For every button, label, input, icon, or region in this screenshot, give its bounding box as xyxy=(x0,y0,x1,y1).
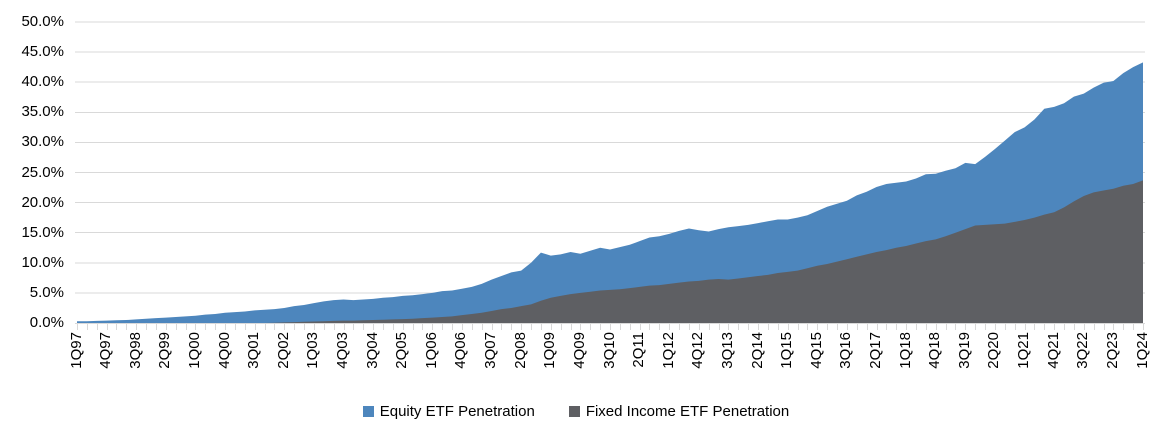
x-axis-tick-label: 4Q18 xyxy=(926,332,944,369)
x-axis-tick-label: 3Q13 xyxy=(718,332,736,369)
x-axis-tick-label: 3Q19 xyxy=(955,332,973,369)
x-axis-tick-label: 3Q04 xyxy=(363,332,381,369)
x-axis-tick-label: 3Q98 xyxy=(126,332,144,369)
x-axis-tick-label: 4Q21 xyxy=(1044,332,1062,369)
x-axis-tick-label: 2Q20 xyxy=(985,332,1003,369)
y-axis-tick-label: 20.0% xyxy=(21,193,64,211)
y-axis-tick-label: 35.0% xyxy=(21,103,64,121)
y-axis-tick-label: 30.0% xyxy=(21,133,64,151)
legend: Equity ETF Penetration Fixed Income ETF … xyxy=(0,403,1152,420)
y-axis-tick-label: 0.0% xyxy=(29,314,64,331)
fixed-income-legend-swatch-icon xyxy=(568,406,580,417)
x-axis-tick-label: 2Q14 xyxy=(748,332,766,369)
legend-item-equity: Equity ETF Penetration xyxy=(362,403,535,420)
x-axis-tick-label: 1Q12 xyxy=(659,332,677,369)
x-axis-tick-label: 1Q15 xyxy=(778,332,796,369)
y-axis-tick-label: 5.0% xyxy=(29,283,64,301)
x-axis-tick-label: 1Q21 xyxy=(1015,332,1033,369)
y-axis-tick-label: 10.0% xyxy=(21,253,64,271)
equity-legend-label: Equity ETF Penetration xyxy=(379,403,535,420)
x-axis-tick-label: 4Q15 xyxy=(807,332,825,369)
x-axis-tick-label: 2Q17 xyxy=(867,332,884,369)
x-axis-tick-label: 4Q06 xyxy=(452,332,470,369)
x-axis-tick-label: 2Q05 xyxy=(393,332,411,369)
x-axis-tick-label: 3Q10 xyxy=(600,332,618,369)
x-axis-tick-label: 2Q99 xyxy=(156,332,174,369)
y-axis-tick-label: 25.0% xyxy=(21,163,64,181)
y-axis-tick-label: 45.0% xyxy=(21,43,64,61)
x-axis-tick-label: 2Q23 xyxy=(1103,332,1121,369)
fixed-income-area xyxy=(77,180,1143,323)
fixed-income-legend-label: Fixed Income ETF Penetration xyxy=(585,403,790,420)
x-axis-tick-label: 4Q09 xyxy=(570,332,588,369)
x-axis-tick-label: 1Q18 xyxy=(896,332,914,369)
x-axis-tick-label: 1Q09 xyxy=(541,332,559,369)
x-axis-tick-label: 2Q08 xyxy=(511,332,529,369)
x-axis-tick-label: 4Q03 xyxy=(334,332,351,369)
y-axis-tick-label: 40.0% xyxy=(21,73,64,91)
x-axis-tick-label: 1Q06 xyxy=(422,332,440,369)
x-axis-tick-label: 3Q07 xyxy=(482,332,500,369)
x-axis-tick-label: 1Q00 xyxy=(185,332,203,369)
y-axis-tick-label: 50.0% xyxy=(21,13,64,30)
x-axis-tick-label: 4Q00 xyxy=(215,332,233,369)
legend-item-fixed-income: Fixed Income ETF Penetration xyxy=(568,403,790,420)
x-axis-tick-label: 4Q12 xyxy=(689,332,707,369)
x-axis-tick-label: 4Q97 xyxy=(97,332,115,369)
x-axis-tick-label: 3Q16 xyxy=(837,332,855,369)
x-axis-tick-label: 1Q24 xyxy=(1133,332,1151,369)
x-axis-tick-label: 2Q02 xyxy=(274,332,292,369)
y-axis-tick-label: 15.0% xyxy=(21,223,64,241)
x-axis-tick-label: 3Q22 xyxy=(1074,332,1092,369)
x-axis-tick-label: 1Q97 xyxy=(67,332,85,369)
x-axis-tick-label: 2Q11 xyxy=(630,332,648,368)
x-axis-tick-label: 3Q01 xyxy=(245,332,263,369)
x-axis-tick-label: 1Q03 xyxy=(304,332,322,369)
equity-legend-swatch-icon xyxy=(362,406,374,417)
